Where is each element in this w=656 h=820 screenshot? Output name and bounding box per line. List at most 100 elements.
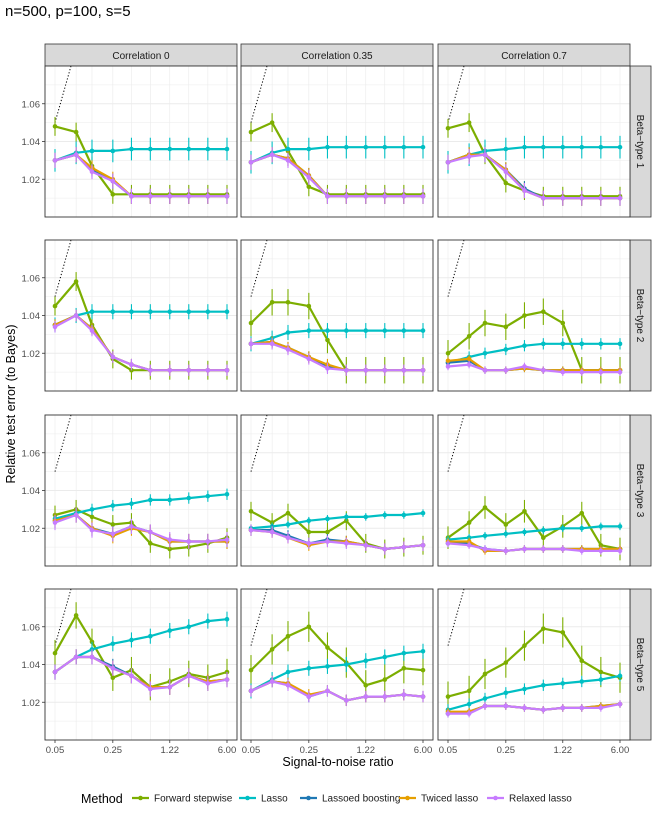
- reference-line: [250, 588, 268, 646]
- x-tick-label: 1.22: [357, 745, 376, 756]
- data-point: [522, 529, 527, 535]
- data-point: [482, 320, 488, 326]
- data-point: [167, 537, 173, 542]
- x-tick-label: 0.25: [300, 745, 319, 756]
- y-tick-label: 1.04: [22, 660, 41, 671]
- series-line: [250, 680, 424, 702]
- data-point: [52, 158, 58, 163]
- data-point: [401, 367, 407, 373]
- reference-line: [447, 414, 465, 472]
- data-point: [325, 529, 330, 535]
- data-point: [285, 299, 291, 305]
- series-line: [250, 529, 424, 551]
- data-point: [344, 328, 349, 333]
- data-point: [269, 647, 275, 652]
- data-point: [363, 514, 369, 520]
- panel: [437, 588, 631, 741]
- data-point: [503, 522, 509, 527]
- data-point: [306, 694, 312, 699]
- column-strip-label: Correlation 0: [112, 51, 170, 62]
- data-point: [205, 493, 211, 499]
- data-point: [617, 369, 623, 375]
- data-point: [363, 542, 369, 548]
- panel: [44, 414, 238, 567]
- data-point: [306, 624, 312, 630]
- data-point: [205, 309, 211, 315]
- series-relaxed-lasso: [248, 147, 426, 204]
- data-point: [598, 705, 604, 711]
- series-line: [447, 525, 620, 541]
- data-point: [224, 491, 230, 497]
- data-point: [306, 146, 312, 152]
- series-line: [250, 625, 424, 687]
- panel-border: [44, 239, 238, 392]
- data-point: [167, 309, 173, 315]
- data-point: [598, 524, 604, 529]
- legend-swatch-point: [405, 795, 410, 801]
- data-point: [382, 512, 388, 518]
- x-tick-label: 0.05: [46, 745, 65, 756]
- panel: [44, 239, 238, 392]
- data-point: [617, 673, 623, 679]
- data-point: [344, 514, 349, 520]
- data-point: [110, 675, 116, 681]
- data-point: [466, 542, 472, 548]
- data-point: [482, 152, 488, 158]
- data-point: [445, 125, 451, 131]
- data-point: [445, 159, 451, 165]
- reference-line: [54, 588, 72, 646]
- data-point: [445, 350, 451, 356]
- data-point: [285, 669, 291, 675]
- series-line: [447, 342, 620, 364]
- data-point: [89, 514, 95, 520]
- data-point: [285, 347, 291, 352]
- data-point: [382, 367, 388, 373]
- data-point: [167, 497, 173, 503]
- series-line: [250, 121, 423, 196]
- legend-label: Relaxed lasso: [509, 794, 572, 805]
- data-point: [420, 542, 426, 548]
- legend-swatch-point: [245, 795, 250, 801]
- data-point: [579, 525, 585, 531]
- data-point: [129, 146, 134, 152]
- column-strip-label: Correlation 0.35: [301, 51, 373, 62]
- data-point: [73, 279, 79, 284]
- data-point: [541, 144, 546, 150]
- x-tick-label: 0.25: [497, 745, 516, 756]
- data-point: [522, 188, 527, 193]
- legend-label: Forward stepwise: [154, 794, 233, 805]
- data-point: [541, 195, 546, 201]
- data-point: [306, 328, 312, 333]
- data-point: [52, 650, 58, 656]
- data-point: [148, 541, 153, 546]
- data-point: [522, 686, 527, 692]
- legend-item: Twiced lasso: [399, 794, 479, 805]
- data-point: [306, 665, 312, 671]
- series-line: [54, 153, 227, 198]
- data-point: [445, 541, 451, 546]
- data-point: [560, 681, 566, 686]
- data-point: [445, 364, 451, 369]
- series-relaxed-lasso: [445, 360, 623, 376]
- panel: [240, 239, 434, 392]
- series-line: [250, 512, 424, 530]
- data-point: [325, 516, 330, 522]
- data-point: [503, 703, 509, 709]
- data-point: [560, 630, 566, 635]
- data-point: [579, 705, 585, 711]
- x-tick-label: 0.05: [242, 745, 261, 756]
- data-point: [344, 698, 349, 703]
- data-point: [52, 324, 58, 330]
- series-line: [54, 310, 227, 326]
- data-point: [248, 159, 254, 165]
- data-point: [420, 328, 426, 333]
- data-point: [541, 309, 546, 315]
- panel-border: [437, 414, 631, 567]
- data-point: [89, 654, 95, 660]
- data-point: [382, 677, 388, 682]
- series-relaxed-lasso: [248, 524, 426, 555]
- data-point: [129, 673, 134, 679]
- data-point: [52, 124, 58, 129]
- legend-item: Forward stepwise: [132, 794, 233, 805]
